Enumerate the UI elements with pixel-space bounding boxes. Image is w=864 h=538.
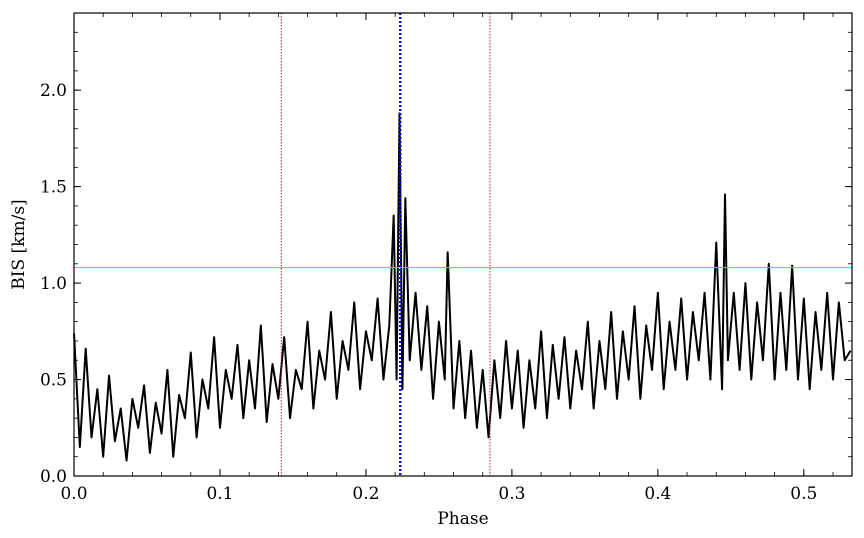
data-series-line-0: [73, 112, 852, 462]
plot-background: [74, 13, 852, 476]
x-tick-label: 0.1: [206, 484, 233, 504]
x-tick-label: 0.3: [498, 484, 525, 504]
reference-lines: [74, 13, 852, 476]
y-tick-label: 1.5: [40, 178, 67, 198]
x-tick-label: 0.5: [790, 484, 817, 504]
y-tick-label: 2.0: [40, 81, 67, 101]
y-tick-label: 0.5: [40, 371, 67, 391]
x-tick-label: 0.0: [60, 484, 87, 504]
x-axis-label: Phase: [437, 509, 488, 529]
x-tick-label: 0.4: [644, 484, 671, 504]
y-tick-label: 1.0: [40, 274, 67, 294]
axis-ticks: 0.0 0.1 0.2 0.3 0.4 0.5 0.0 0.5 1.0 1.5 2.0: [40, 12, 852, 504]
x-tick-label: 0.2: [352, 484, 379, 504]
data-layer: [73, 112, 852, 462]
y-axis-label: BIS [km/s]: [9, 199, 29, 289]
y-tick-label: 0.0: [40, 467, 67, 487]
